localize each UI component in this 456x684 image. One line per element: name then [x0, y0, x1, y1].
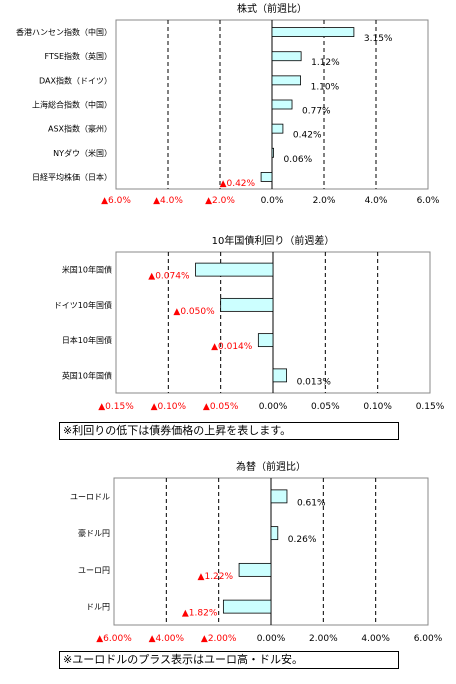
bar [271, 27, 355, 37]
category-label: NYダウ（米国） [53, 148, 112, 158]
x-tick-label: ▲2.0% [205, 196, 235, 206]
x-tick-label: 0.10% [363, 402, 392, 412]
bar [238, 562, 272, 577]
bar [271, 123, 284, 134]
bar [272, 368, 288, 383]
bar [257, 333, 274, 348]
x-tick-label: 2.00% [309, 634, 338, 644]
data-label: 0.26% [288, 535, 317, 545]
data-label: 1.10% [311, 82, 340, 92]
fx-chart: 為替（前週比） ユーロドル 0.61% 豪ドル円 0.26% ユーロ円 ▲1.22% ドル円 ▲… [0, 458, 456, 658]
x-tick-label: 0.15% [416, 402, 445, 412]
chart-title: 10年国債利回り（前週差） [212, 234, 335, 247]
fx-note: ※ユーロドルのプラス表示はユーロ高・ドル安。 [59, 651, 399, 669]
data-label: 1.12% [311, 58, 340, 68]
x-tick-label: ▲0.15% [98, 402, 134, 412]
bar [222, 599, 272, 614]
bar [271, 51, 302, 62]
x-tick-label: ▲6.0% [101, 196, 131, 206]
category-label: DAX指数（ドイツ） [39, 75, 112, 85]
x-tick-label: ▲4.0% [153, 196, 183, 206]
data-label: 0.06% [284, 155, 313, 165]
bar [271, 99, 293, 110]
data-label: 0.42% [293, 131, 322, 141]
category-label: ユーロ円 [78, 566, 110, 575]
category-label: 上海総合指数（中国） [32, 100, 112, 110]
bar [260, 172, 273, 182]
bar [271, 75, 302, 86]
data-label: 0.77% [302, 107, 331, 117]
x-tick-label: 0.00% [259, 402, 288, 412]
x-tick-label: 6.00% [414, 634, 443, 644]
stocks-chart-svg: 株式（前週比） 香港ハンセン指数（中国） 3.15% FTSE指数（英国） 1.12% D… [16, 2, 440, 206]
chart-title: 株式（前週比） [237, 2, 307, 15]
x-tick-label: ▲6.00% [96, 634, 132, 644]
category-label: ユーロドル [70, 492, 110, 501]
x-tick-label: ▲0.05% [203, 402, 239, 412]
x-tick-label: ▲2.00% [201, 634, 237, 644]
bar [270, 489, 288, 504]
x-tick-label: 4.0% [365, 196, 388, 206]
category-label: 日本10年国債 [62, 335, 112, 345]
category-label: 英国10年国債 [62, 370, 112, 380]
bond-yield-chart: 10年国債利回り（前週差） 米国10年国債 ▲0.074% ドイツ10年国債 ▲0.05… [0, 232, 456, 440]
data-label: 3.15% [364, 34, 393, 44]
data-label: ▲0.050% [173, 307, 215, 317]
x-tick-label: 2.0% [313, 196, 336, 206]
data-label: 0.61% [297, 498, 326, 508]
bar [271, 147, 274, 158]
bond-yield-chart-svg: 10年国債利回り（前週差） 米国10年国債 ▲0.074% ドイツ10年国債 ▲0.05… [54, 234, 445, 412]
x-tick-label: 0.00% [257, 634, 286, 644]
fx-chart-svg: 為替（前週比） ユーロドル 0.61% 豪ドル円 0.26% ユーロ円 ▲1.22% ドル円 ▲… [70, 460, 443, 644]
x-tick-label: 4.00% [361, 634, 390, 644]
bar [195, 262, 274, 277]
category-label: FTSE指数（英国） [45, 51, 112, 61]
x-tick-label: ▲0.10% [151, 402, 187, 412]
category-label: 米国10年国債 [62, 265, 112, 275]
data-label: ▲1.82% [182, 609, 218, 619]
bar [220, 297, 274, 312]
data-label: 0.013% [297, 377, 332, 387]
category-label: 香港ハンセン指数（中国） [16, 27, 112, 37]
data-label: ▲0.42% [220, 179, 256, 189]
x-tick-label: 0.05% [311, 402, 340, 412]
data-label: ▲0.014% [211, 342, 253, 352]
category-label: ドル円 [86, 603, 110, 612]
category-label: ASX指数（豪州） [48, 124, 112, 134]
bar [270, 526, 279, 541]
category-label: 日経平均株価（日本） [32, 172, 112, 182]
chart-title: 為替（前週比） [236, 460, 306, 473]
bond-note: ※利回りの低下は債券価格の上昇を表します。 [59, 422, 399, 440]
x-tick-label: ▲4.00% [149, 634, 185, 644]
data-label: ▲1.22% [198, 572, 234, 582]
stocks-chart: 株式（前週比） 香港ハンセン指数（中国） 3.15% FTSE指数（英国） 1.12% D… [0, 0, 456, 220]
category-label: 豪ドル円 [78, 528, 110, 538]
x-tick-label: 6.0% [417, 196, 440, 206]
data-label: ▲0.074% [148, 272, 190, 282]
category-label: ドイツ10年国債 [54, 300, 112, 310]
x-tick-label: 0.0% [261, 196, 284, 206]
